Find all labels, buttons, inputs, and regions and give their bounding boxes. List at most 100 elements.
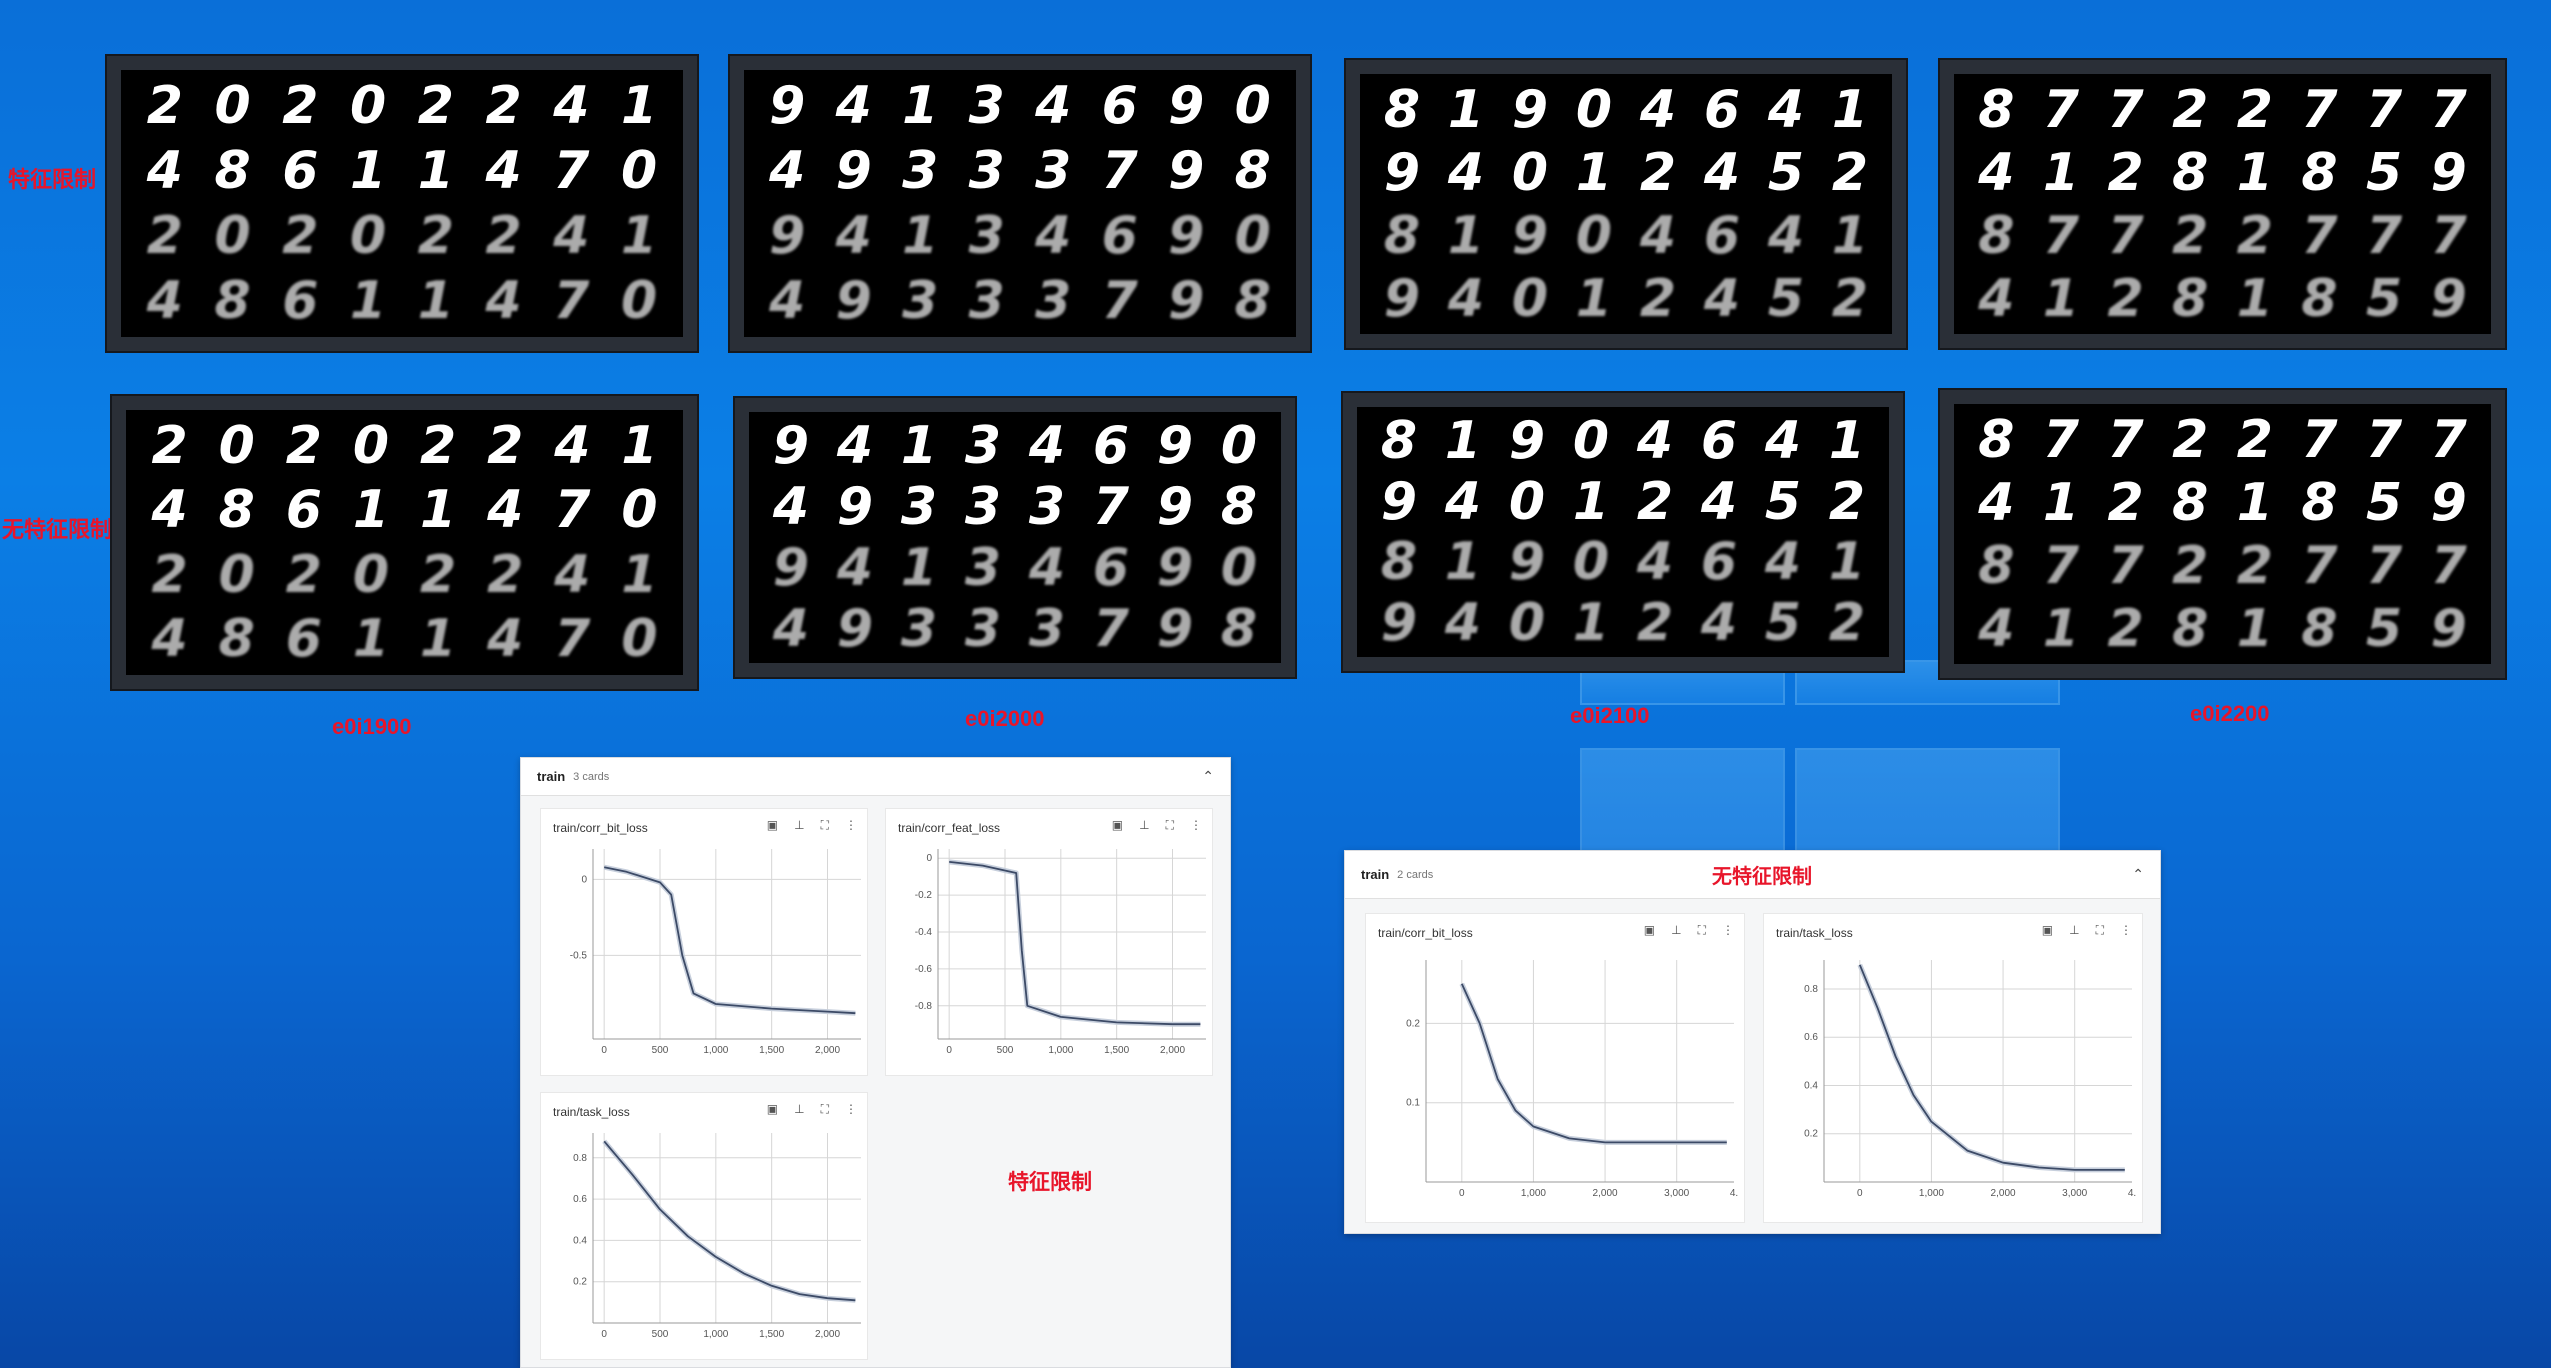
fit-axes-icon[interactable]: ▣ — [1643, 923, 1656, 937]
x-tick-label: 0 — [946, 1045, 952, 1056]
pin-icon[interactable]: ⊥ — [1139, 818, 1150, 832]
input-digit: 0 — [621, 141, 658, 202]
reconstructed-digit: 0 — [218, 544, 255, 605]
input-digit: 4 — [554, 416, 591, 477]
reconstructed-digit: 4 — [151, 608, 188, 669]
input-digit: 0 — [621, 480, 658, 541]
y-tick-label: -0.4 — [915, 927, 933, 938]
more-options-icon[interactable]: ⋮ — [2120, 923, 2132, 937]
input-digit: 4 — [1028, 416, 1066, 477]
reconstructed-digit: 8 — [214, 270, 251, 331]
y-tick-label: 0.2 — [1406, 1018, 1420, 1029]
x-tick-label: 1,000 — [1521, 1188, 1546, 1199]
reconstructed-digit: 3 — [1028, 598, 1066, 659]
input-digit: 8 — [1383, 79, 1421, 140]
fullscreen-icon[interactable]: ⛶ — [1697, 923, 1706, 937]
reconstructed-digit: 7 — [2042, 535, 2080, 596]
input-digit: 3 — [968, 141, 1005, 202]
reconstructed-digit: 9 — [2430, 268, 2467, 329]
more-options-icon[interactable]: ⋮ — [1190, 818, 1202, 832]
reconstructed-digit: 1 — [900, 537, 938, 598]
input-digit: 9 — [1383, 142, 1421, 203]
input-digit: 7 — [1092, 477, 1130, 538]
reconstructed-digit: 3 — [964, 537, 1002, 598]
more-options-icon[interactable]: ⋮ — [1722, 923, 1734, 937]
x-tick-label: 1,000 — [703, 1329, 728, 1340]
fullscreen-icon[interactable]: ⛶ — [1165, 818, 1174, 832]
reconstructed-digit: 4 — [1978, 598, 2015, 659]
chart-title: train/task_loss — [1776, 926, 1853, 940]
y-tick-label: 0.8 — [1804, 984, 1818, 995]
reconstructed-digit: 7 — [2430, 205, 2467, 266]
input-digit: 7 — [554, 480, 591, 541]
series-shadow — [948, 859, 1201, 1027]
reconstructed-digit: 4 — [1767, 205, 1805, 266]
more-options-icon[interactable]: ⋮ — [845, 1102, 857, 1116]
reconstructed-digit: 1 — [2042, 598, 2080, 659]
reconstructed-digit: 9 — [1383, 268, 1421, 329]
input-digit: 6 — [1700, 411, 1738, 472]
fullscreen-icon[interactable]: ⛶ — [820, 1102, 829, 1116]
y-tick-label: -0.5 — [570, 950, 588, 961]
more-options-icon[interactable]: ⋮ — [845, 818, 857, 832]
fullscreen-icon[interactable]: ⛶ — [2095, 923, 2104, 937]
input-digit: 9 — [1508, 411, 1546, 472]
input-digit: 0 — [1572, 411, 1610, 472]
input-digit: 0 — [1234, 76, 1271, 137]
reconstructed-digit: 7 — [554, 608, 591, 669]
series-line — [603, 1140, 856, 1302]
input-digit: 0 — [1220, 416, 1258, 477]
fullscreen-icon[interactable]: ⛶ — [820, 818, 829, 832]
input-digit: 5 — [2365, 142, 2403, 203]
reconstructed-digit: 4 — [485, 270, 522, 331]
input-digit: 8 — [2301, 472, 2338, 533]
pin-icon[interactable]: ⊥ — [2069, 923, 2080, 937]
reconstructed-digit: 0 — [350, 205, 387, 266]
input-digit: 8 — [1220, 477, 1258, 538]
fit-axes-icon[interactable]: ▣ — [766, 818, 779, 832]
panel-header[interactable]: train 2 cards 无特征限制 ⌃ — [1345, 851, 2160, 899]
fit-axes-icon[interactable]: ▣ — [766, 1102, 779, 1116]
x-tick-label: 2,000 — [815, 1329, 840, 1340]
reconstructed-digit: 1 — [1831, 205, 1869, 266]
reconstructed-digit: 4 — [1639, 205, 1677, 266]
input-digit: 3 — [902, 141, 939, 202]
input-digit: 1 — [2236, 472, 2273, 533]
input-digit: 3 — [964, 416, 1002, 477]
reconstructed-digit: 7 — [1092, 598, 1130, 659]
reconstructed-digit: 1 — [2236, 598, 2273, 659]
pin-icon[interactable]: ⊥ — [1671, 923, 1682, 937]
input-digit: 2 — [1831, 142, 1869, 203]
reconstructed-digit: 0 — [1575, 205, 1613, 266]
input-digit: 1 — [1572, 471, 1610, 532]
reconstructed-digit: 4 — [1700, 592, 1738, 653]
input-digit: 2 — [2107, 472, 2144, 533]
reconstructed-digit: 8 — [218, 608, 255, 669]
input-digit: 4 — [151, 480, 188, 541]
input-digit: 4 — [1764, 411, 1802, 472]
collapse-chevron-icon[interactable]: ⌃ — [1202, 768, 1214, 784]
input-digit: 6 — [285, 480, 322, 541]
x-tick-label: 500 — [652, 1045, 669, 1056]
reconstructed-digit: 8 — [2301, 598, 2338, 659]
reconstructed-digit: 2 — [2236, 205, 2273, 266]
reconstructed-digit: 1 — [1444, 532, 1482, 593]
panel-header[interactable]: train 3 cards ⌃ — [521, 758, 1230, 796]
collapse-chevron-icon[interactable]: ⌃ — [2132, 866, 2144, 882]
pin-icon[interactable]: ⊥ — [794, 1102, 805, 1116]
reconstructed-digit: 2 — [2236, 535, 2273, 596]
reconstructed-digit: 1 — [419, 608, 457, 669]
input-digit: 2 — [2172, 409, 2209, 470]
input-digit: 1 — [1828, 411, 1866, 472]
y-tick-label: -0.8 — [915, 1001, 933, 1012]
fit-axes-icon[interactable]: ▣ — [1111, 818, 1124, 832]
input-digit: 4 — [1636, 411, 1674, 472]
reconstructed-digit: 6 — [1101, 205, 1138, 266]
x-tick-label: 2,000 — [815, 1045, 840, 1056]
input-digit: 1 — [2042, 472, 2080, 533]
input-digit: 7 — [2365, 409, 2403, 470]
pin-icon[interactable]: ⊥ — [794, 818, 805, 832]
fit-axes-icon[interactable]: ▣ — [2041, 923, 2054, 937]
